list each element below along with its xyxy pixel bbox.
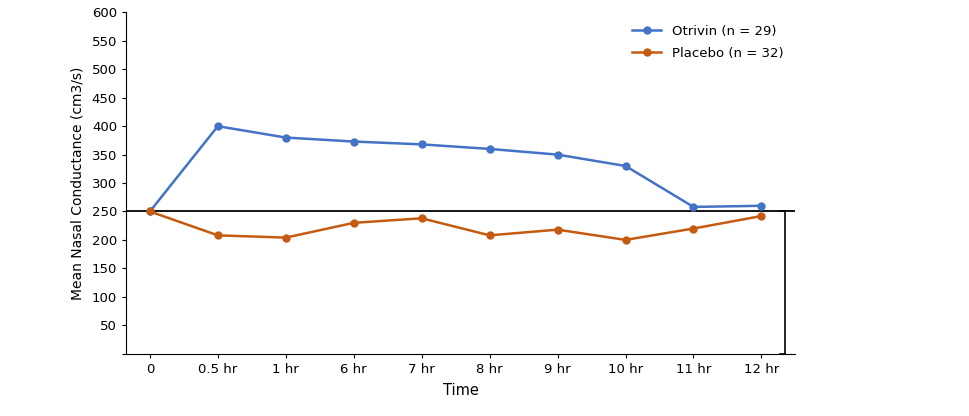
Placebo (n = 32) bbox=[144, 209, 156, 214]
Placebo (n = 32) bbox=[416, 216, 427, 221]
Line: Otrivin (n = 29): Otrivin (n = 29) bbox=[146, 123, 765, 215]
Placebo (n = 32) bbox=[484, 233, 495, 238]
Otrivin (n = 29) bbox=[280, 135, 292, 140]
Otrivin (n = 29) bbox=[348, 139, 359, 144]
Y-axis label: Mean Nasal Conductance (cm3/s): Mean Nasal Conductance (cm3/s) bbox=[71, 67, 84, 300]
Line: Placebo (n = 32): Placebo (n = 32) bbox=[146, 208, 765, 243]
X-axis label: Time: Time bbox=[443, 383, 478, 398]
Legend: Otrivin (n = 29), Placebo (n = 32): Otrivin (n = 29), Placebo (n = 32) bbox=[626, 19, 788, 66]
Placebo (n = 32) bbox=[212, 233, 224, 238]
Placebo (n = 32) bbox=[755, 213, 766, 218]
Otrivin (n = 29) bbox=[144, 209, 156, 214]
Otrivin (n = 29) bbox=[416, 142, 427, 147]
Otrivin (n = 29) bbox=[484, 146, 495, 151]
Otrivin (n = 29) bbox=[755, 203, 766, 208]
Placebo (n = 32) bbox=[551, 227, 563, 232]
Otrivin (n = 29) bbox=[551, 152, 563, 157]
Placebo (n = 32) bbox=[619, 238, 631, 243]
Otrivin (n = 29) bbox=[687, 204, 699, 209]
Otrivin (n = 29) bbox=[619, 163, 631, 168]
Otrivin (n = 29) bbox=[212, 124, 224, 129]
Placebo (n = 32) bbox=[348, 220, 359, 225]
Placebo (n = 32) bbox=[280, 235, 292, 240]
Text: Symptomatic
congestion: Symptomatic congestion bbox=[0, 415, 1, 416]
Placebo (n = 32) bbox=[687, 226, 699, 231]
